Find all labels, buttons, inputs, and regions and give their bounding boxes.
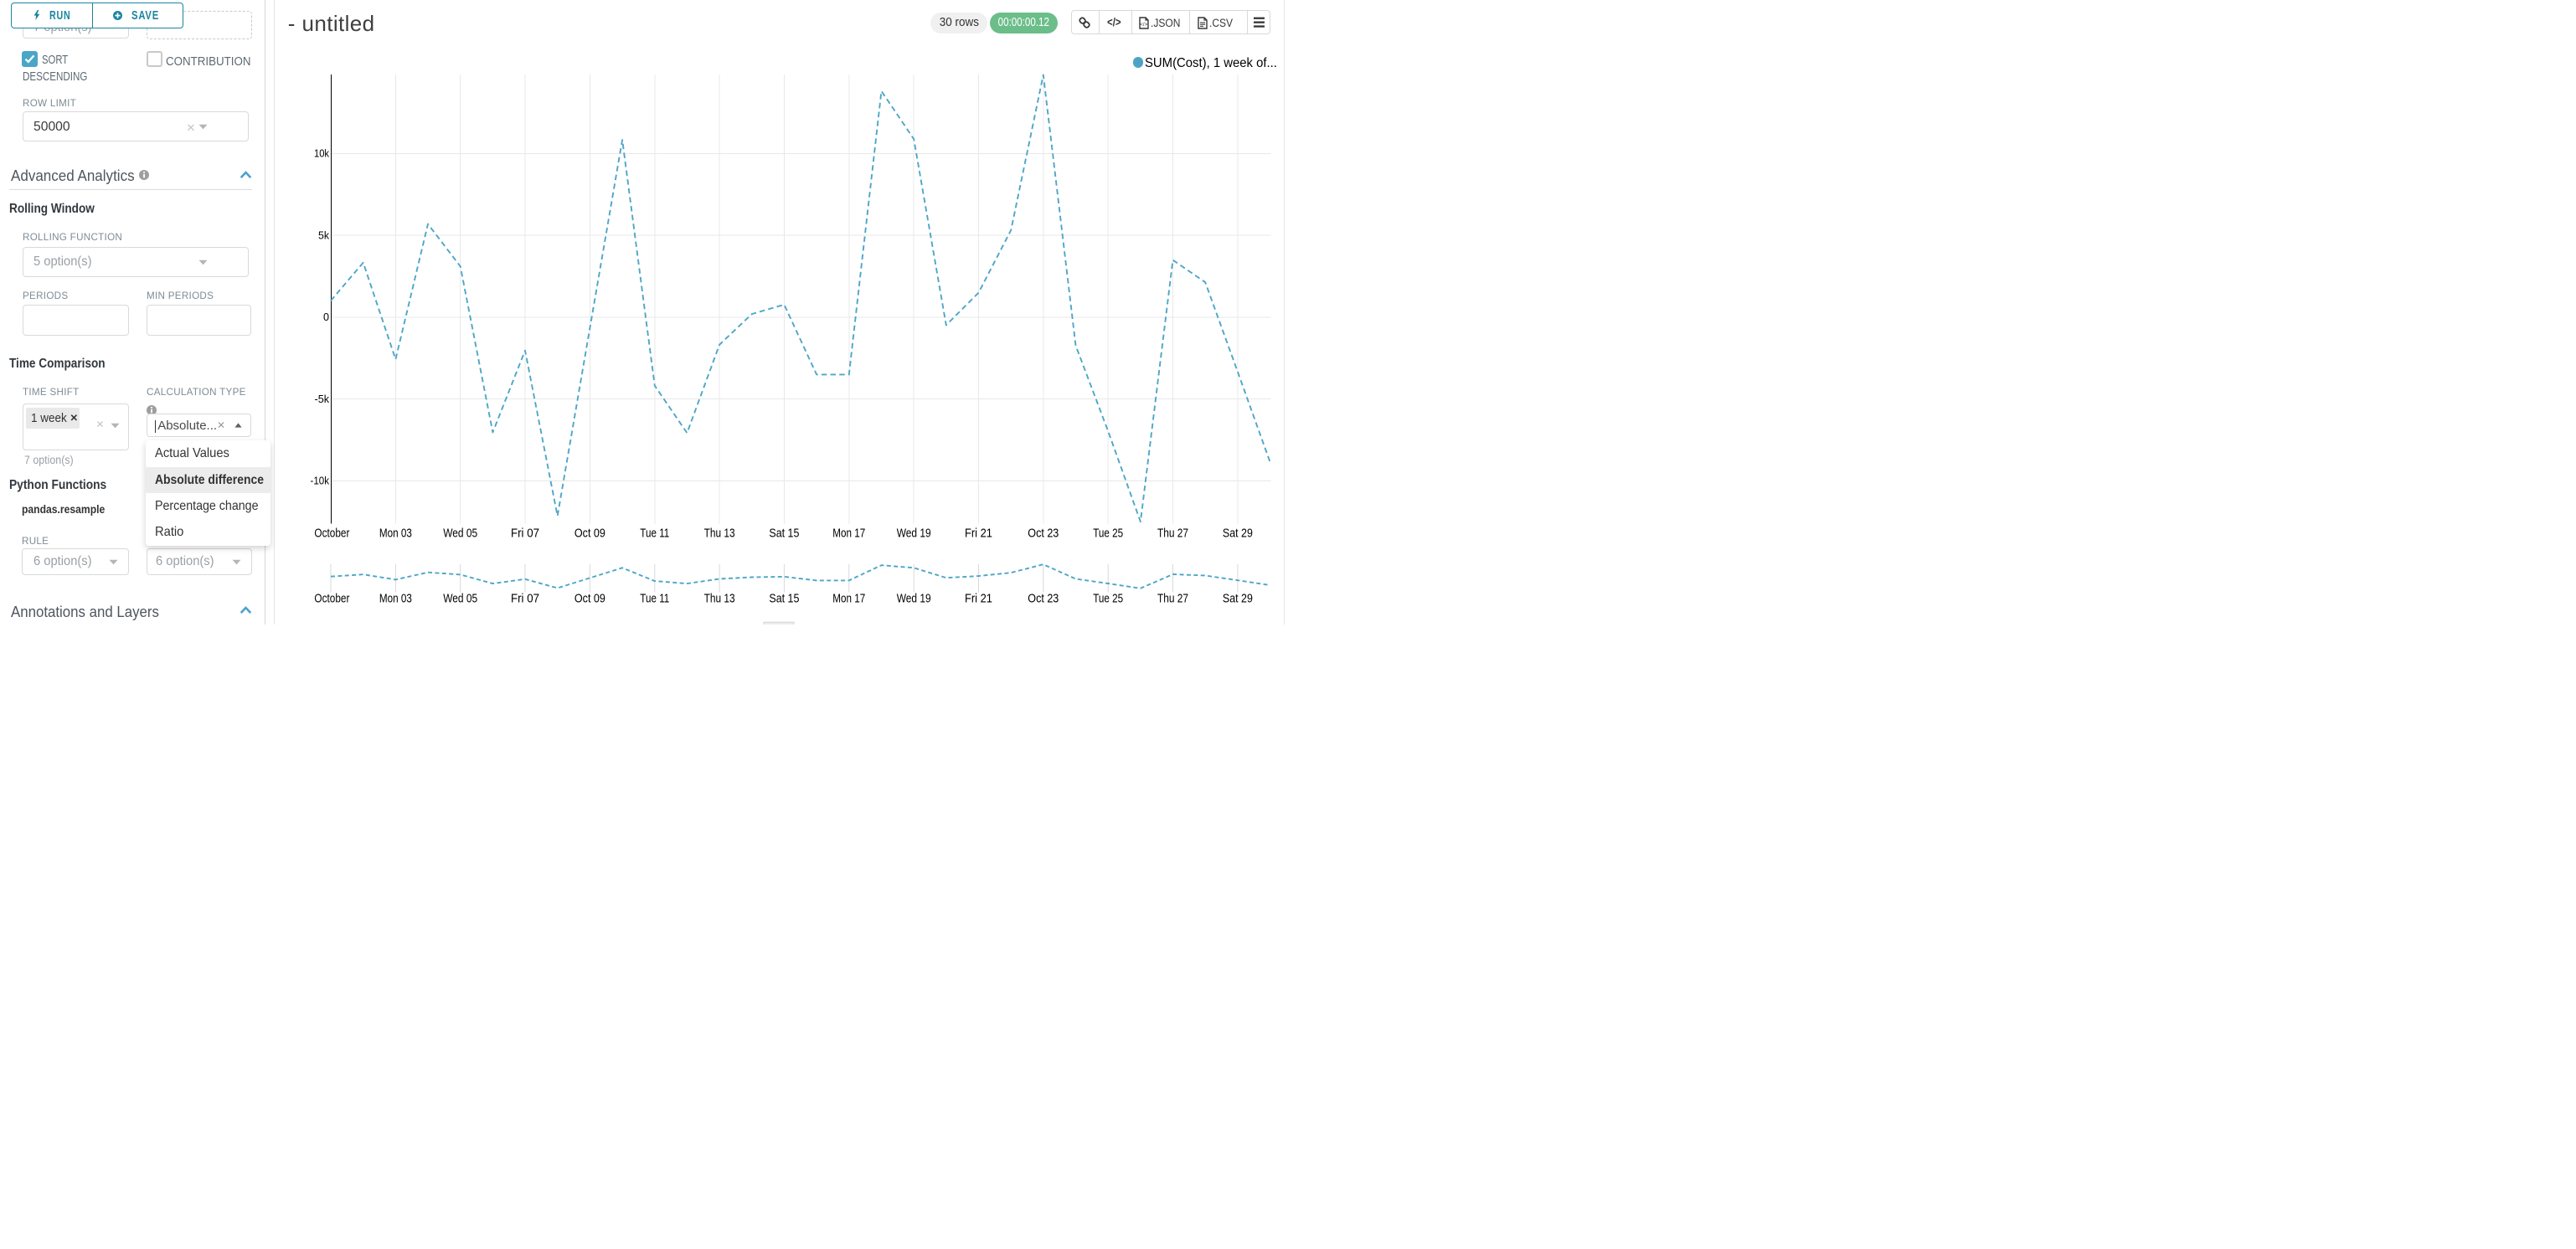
svg-text:Thu 27: Thu 27	[1157, 527, 1188, 541]
svg-text:Sat 15: Sat 15	[769, 593, 799, 606]
svg-text:Tue 25: Tue 25	[1093, 527, 1123, 541]
svg-text:Oct 23: Oct 23	[1028, 527, 1059, 541]
svg-text:Tue 11: Tue 11	[640, 527, 669, 541]
svg-text:10k: 10k	[314, 148, 330, 160]
svg-text:Mon 03: Mon 03	[379, 527, 412, 541]
svg-text:Oct 09: Oct 09	[574, 593, 605, 606]
svg-text:Fri 07: Fri 07	[511, 593, 539, 606]
svg-text:October: October	[314, 527, 349, 541]
svg-text:-10k: -10k	[311, 475, 330, 487]
svg-text:Mon 03: Mon 03	[379, 593, 412, 606]
svg-text:Fri 21: Fri 21	[965, 527, 992, 541]
svg-text:Tue 11: Tue 11	[640, 593, 669, 606]
svg-text:Oct 09: Oct 09	[574, 527, 605, 541]
svg-text:Sat 29: Sat 29	[1223, 527, 1253, 541]
svg-text:Mon 17: Mon 17	[832, 593, 865, 606]
svg-text:Fri 07: Fri 07	[511, 527, 539, 541]
svg-text:Wed 19: Wed 19	[897, 527, 931, 541]
svg-text:Sat 29: Sat 29	[1223, 593, 1253, 606]
svg-text:Thu 13: Thu 13	[704, 593, 735, 606]
svg-text:0: 0	[323, 311, 329, 323]
svg-text:Sat 15: Sat 15	[769, 527, 799, 541]
svg-text:Oct 23: Oct 23	[1028, 593, 1059, 606]
svg-text:</>: </>	[1139, 22, 1147, 28]
svg-text:Tue 25: Tue 25	[1093, 593, 1123, 606]
svg-text:Fri 21: Fri 21	[965, 593, 992, 606]
svg-text:Wed 19: Wed 19	[897, 593, 931, 606]
svg-text:5k: 5k	[318, 229, 330, 241]
svg-text:-5k: -5k	[315, 393, 330, 405]
svg-text:Wed 05: Wed 05	[443, 593, 477, 606]
svg-text:Wed 05: Wed 05	[443, 527, 477, 541]
svg-text:Thu 13: Thu 13	[704, 527, 735, 541]
svg-text:October: October	[314, 593, 349, 606]
svg-text:Mon 17: Mon 17	[832, 527, 865, 541]
svg-text:Thu 27: Thu 27	[1157, 593, 1188, 606]
